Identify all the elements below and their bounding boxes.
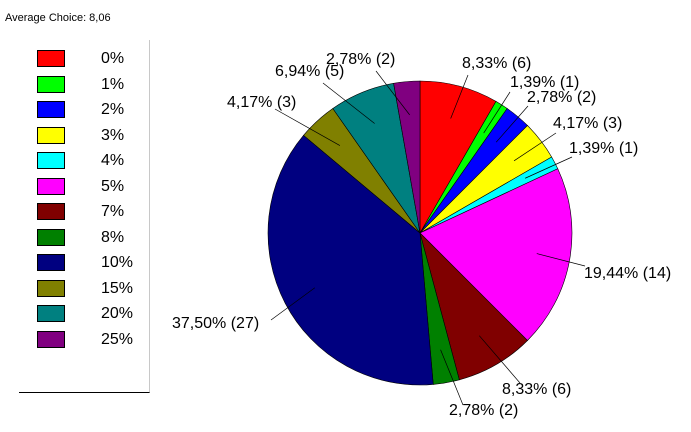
pie-slice-8	[267, 134, 434, 386]
legend-swatch-10	[37, 305, 65, 322]
slice-label-6: 8,33% (6)	[502, 381, 571, 398]
leader-line-7	[440, 349, 464, 406]
legend-swatch-11	[37, 330, 65, 348]
legend-swatch-3	[37, 126, 65, 144]
legend-label-11: 25%	[101, 330, 134, 348]
legend-swatch-7	[37, 228, 65, 246]
leader-line-8	[270, 287, 316, 321]
slice-label-9: 4,17% (3)	[227, 94, 296, 111]
leader-line-2	[495, 105, 529, 143]
leader-line-9	[274, 108, 341, 146]
legend-swatch-2	[37, 101, 65, 118]
slice-label-7: 2,78% (2)	[449, 402, 518, 419]
legend-swatch-1	[37, 75, 65, 93]
legend-swatch-5	[37, 177, 65, 195]
slice-label-8: 37,50% (27)	[172, 315, 259, 332]
leader-line-3	[513, 132, 557, 162]
slice-label-1: 1,39% (1)	[510, 74, 579, 91]
legend-label-0: 0%	[101, 50, 125, 67]
legend-label-9: 15%	[101, 279, 134, 297]
legend-swatch-9	[37, 279, 65, 297]
slice-label-5: 19,44% (14)	[584, 265, 671, 282]
legend-swatch-0	[37, 50, 65, 67]
legend-label-2: 2%	[101, 101, 125, 118]
legend-label-8: 10%	[101, 254, 134, 271]
slice-label-0: 8,33% (6)	[462, 55, 531, 72]
average-choice-text: Average Choice: 8,06	[5, 12, 111, 24]
pie-slice-11	[393, 80, 421, 234]
legend-label-1: 1%	[101, 75, 125, 93]
leader-line-6	[479, 335, 521, 384]
leader-line-1	[483, 91, 511, 134]
leader-line-0	[450, 74, 469, 119]
legend-label-4: 4%	[101, 152, 125, 169]
slice-label-3: 4,17% (3)	[553, 115, 622, 132]
pie-slice-5	[419, 168, 573, 341]
slice-label-11: 2,78% (2)	[326, 51, 395, 68]
legend-swatch-4	[37, 152, 65, 169]
legend-label-10: 20%	[101, 305, 134, 322]
legend-label-3: 3%	[101, 126, 125, 144]
legend-swatch-8	[37, 254, 65, 271]
slice-label-4: 1,39% (1)	[569, 140, 638, 157]
leader-line-4	[525, 156, 573, 179]
legend-label-5: 5%	[101, 177, 125, 195]
leader-line-10	[322, 82, 375, 124]
slice-label-10: 6,94% (5)	[275, 63, 344, 80]
legend-label-6: 7%	[101, 203, 125, 220]
legend: 0% 1% 2% 3% 4% 5% 7% 8% 10% 15% 20%	[19, 40, 150, 393]
leader-line-11	[375, 70, 410, 116]
leader-line-5	[536, 253, 586, 267]
slice-label-2: 2,78% (2)	[527, 89, 596, 106]
legend-label-7: 8%	[101, 228, 125, 246]
legend-swatch-6	[37, 203, 65, 220]
